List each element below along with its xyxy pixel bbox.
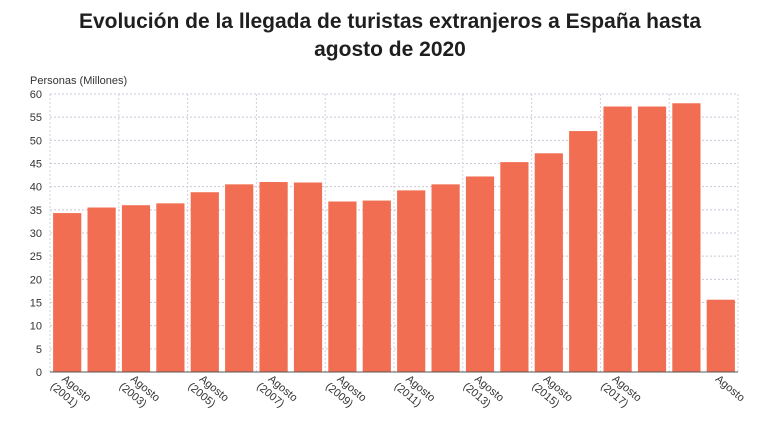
bar [87, 207, 116, 372]
y-tick-label: 0 [36, 367, 42, 379]
bar [362, 200, 391, 372]
x-tick-label: Agosto(2009) [323, 373, 368, 410]
bar [328, 201, 357, 372]
bar [500, 162, 529, 372]
y-tick-label: 40 [30, 182, 42, 194]
bar [293, 182, 323, 372]
bar [534, 153, 563, 372]
x-tick-label: Agosto [713, 373, 747, 404]
chart-title-line-2: agosto de 2020 [314, 38, 466, 61]
bar [637, 106, 667, 372]
bar [259, 182, 288, 372]
y-tick-label: 15 [30, 298, 42, 310]
y-tick-label: 35 [30, 205, 42, 217]
x-tick-label: Agosto(2007) [254, 373, 299, 410]
x-tick-label: Agosto(2013) [461, 373, 506, 410]
y-tick-label: 55 [30, 112, 42, 124]
x-tick-label: Agosto(2005) [185, 373, 230, 410]
y-tick-label: 30 [30, 228, 42, 240]
bar [190, 192, 219, 372]
y-tick-label: 50 [30, 135, 42, 147]
x-tick-label: Agosto(2017) [598, 373, 643, 410]
bar [121, 205, 151, 372]
bar [156, 203, 185, 372]
y-tick-label: 10 [30, 321, 42, 333]
y-tick-label: 20 [30, 274, 42, 286]
y-tick-label: 45 [30, 159, 42, 171]
y-tick-label: 25 [30, 251, 42, 263]
x-tick-label: Agosto(2003) [117, 373, 162, 410]
x-tick-label: Agosto(2011) [392, 373, 437, 409]
y-tick-label: 60 [30, 89, 42, 101]
bar [706, 299, 735, 372]
bar [397, 190, 426, 372]
chart-title: Evolución de la llegada de turistas extr… [0, 8, 780, 64]
y-tick-label: 5 [36, 344, 42, 356]
bar [431, 184, 460, 372]
bar [225, 184, 254, 372]
bar [53, 213, 82, 372]
chart-title-line-1: Evolución de la llegada de turistas extr… [78, 10, 702, 33]
grid-layer [49, 93, 739, 372]
x-tick-label: Agosto(2015) [529, 373, 574, 410]
bar [569, 131, 598, 372]
y-axis-label: Personas (Millones) [30, 75, 127, 87]
bar [672, 103, 701, 373]
bars-layer [53, 103, 735, 373]
x-tick-label: Agosto(2001) [48, 373, 93, 410]
bar [465, 176, 495, 372]
bar [603, 106, 632, 372]
x-tick-label-line-1: Agosto [713, 373, 747, 404]
